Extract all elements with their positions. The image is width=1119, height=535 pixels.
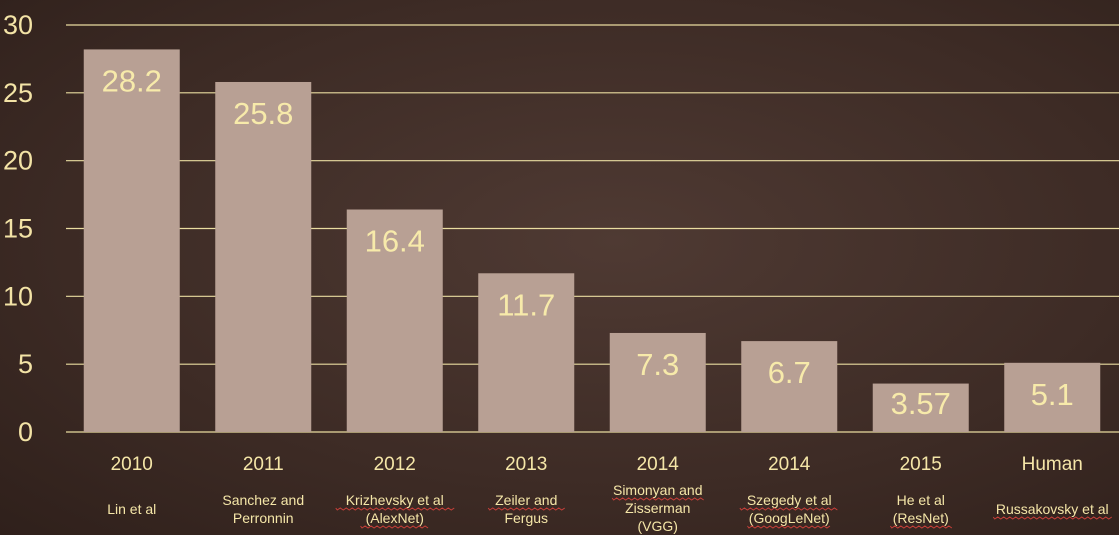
bar [741, 341, 838, 432]
x-category-label: 2014 [637, 454, 680, 475]
x-axis-categories: 2010 Lin et al 2011 Sanchez and Perronnin 201… [107, 454, 1113, 534]
bar [83, 49, 180, 433]
spellcheck-underline [487, 507, 566, 511]
y-tick-label: 10 [3, 281, 33, 311]
data-label: 7.3 [636, 347, 679, 382]
x-category-label: 2014 [768, 454, 811, 475]
y-tick-label: 5 [18, 349, 33, 379]
x-subtitle-label: Szegedy et al [747, 492, 832, 508]
x-subtitle-label: Lin et al [107, 501, 156, 517]
data-label: 28.2 [102, 63, 162, 98]
x-subtitle-label: (AlexNet) [366, 510, 424, 526]
spellcheck-underline [611, 497, 704, 501]
spellcheck-underline [360, 525, 429, 529]
x-category-label: 2011 [243, 454, 284, 475]
bar [1004, 362, 1101, 432]
x-category-label: Human [1022, 454, 1083, 475]
data-label: 25.8 [233, 96, 293, 131]
data-labels: 28.2 25.8 16.4 11.7 7.3 6.7 3.57 5.1 [102, 63, 1074, 421]
data-label: 11.7 [497, 287, 555, 322]
x-category-label: 2010 [111, 454, 153, 475]
x-subtitle-label: Krizhevsky et al [346, 492, 444, 508]
data-label: 3.57 [891, 386, 951, 421]
x-subtitle-label: (ResNet) [893, 510, 949, 526]
x-category-label: 2012 [374, 454, 416, 475]
spellcheck-underline [992, 516, 1113, 520]
x-subtitle-label: (VGG) [638, 518, 678, 534]
spellcheck-underline [335, 507, 455, 511]
x-subtitle-label: Fergus [504, 510, 548, 526]
x-subtitle-label: Perronnin [233, 510, 294, 526]
spellcheck-underline [889, 525, 953, 529]
x-subtitle-label: (GoogLeNet) [749, 510, 830, 526]
x-category-label: 2015 [900, 454, 942, 475]
x-subtitle-label: Russakovsky et al [996, 501, 1109, 517]
y-tick-label: 15 [3, 214, 33, 244]
bar [215, 81, 312, 432]
x-category-label: 2013 [505, 454, 547, 475]
data-label: 5.1 [1031, 377, 1074, 412]
data-label: 6.7 [768, 355, 811, 390]
bar [478, 273, 575, 432]
bar [609, 332, 706, 432]
x-subtitle-label: Zeiler and [495, 492, 557, 508]
data-label: 16.4 [365, 224, 425, 259]
y-tick-label: 20 [3, 146, 33, 176]
y-tick-label: 0 [18, 417, 33, 447]
bar [872, 383, 969, 432]
spellcheck-underline [747, 525, 831, 529]
y-axis-ticks: 0 5 10 15 20 25 30 [3, 10, 33, 447]
x-subtitle-label: He et al [897, 492, 945, 508]
x-subtitle-label: Zisserman [625, 500, 690, 516]
y-tick-label: 30 [3, 10, 33, 40]
spellcheck-underline [739, 507, 838, 511]
bars [83, 49, 1101, 433]
y-tick-label: 25 [3, 78, 33, 108]
x-subtitle-label: Sanchez and [222, 492, 304, 508]
bar [346, 209, 443, 432]
x-subtitle-label: Simonyan and [613, 482, 703, 498]
